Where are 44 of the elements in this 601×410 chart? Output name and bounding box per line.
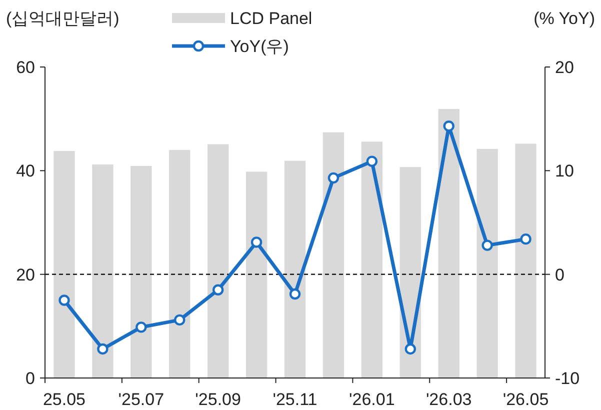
- y2-tick-label: 20: [555, 58, 574, 77]
- x-tick-label: '26.05: [502, 390, 549, 409]
- bar: [284, 160, 306, 378]
- x-tick-label: '25.11: [272, 390, 318, 409]
- point: [520, 233, 532, 245]
- x-tick-label: '26.03: [426, 390, 472, 409]
- point: [482, 240, 493, 251]
- x-tick-label: '26.01: [349, 390, 395, 409]
- y-tick-label: 0: [26, 369, 35, 388]
- bar: [515, 144, 536, 378]
- point: [212, 284, 224, 296]
- y-tick-label: 40: [16, 162, 35, 181]
- bar: [92, 164, 114, 378]
- bar: [54, 150, 75, 378]
- point: [97, 343, 108, 355]
- x-tick-label: '25.09: [195, 390, 241, 409]
- legend-label: YoY(우): [230, 37, 289, 56]
- bar: [169, 150, 190, 378]
- y-tick-label: 60: [16, 58, 35, 77]
- bar: [438, 108, 460, 378]
- legend-label: LCD Panel: [230, 9, 312, 28]
- bar: [130, 166, 152, 378]
- point: [404, 343, 416, 355]
- y2-tick-label: 10: [555, 162, 574, 181]
- y2-tick-label: 0: [555, 265, 564, 284]
- point: [174, 314, 186, 326]
- point: [366, 156, 378, 167]
- y-tick-label: 20: [16, 265, 35, 284]
- point: [443, 120, 454, 132]
- point: [250, 236, 262, 248]
- point: [136, 322, 147, 333]
- x-tick-label: 25.05: [42, 390, 86, 409]
- bar: [208, 144, 229, 378]
- bar: [322, 132, 344, 378]
- point: [58, 294, 70, 306]
- point: [328, 172, 340, 184]
- bar: [476, 148, 498, 378]
- bar: [361, 142, 382, 378]
- point: [289, 288, 301, 300]
- y2-axis-title: (% YoY): [534, 9, 595, 28]
- x-tick-label: '25.07: [118, 390, 164, 409]
- y2-tick-label: -10: [555, 369, 580, 388]
- bar: [246, 172, 268, 378]
- y-axis-title: (십억대만달러): [6, 9, 120, 28]
